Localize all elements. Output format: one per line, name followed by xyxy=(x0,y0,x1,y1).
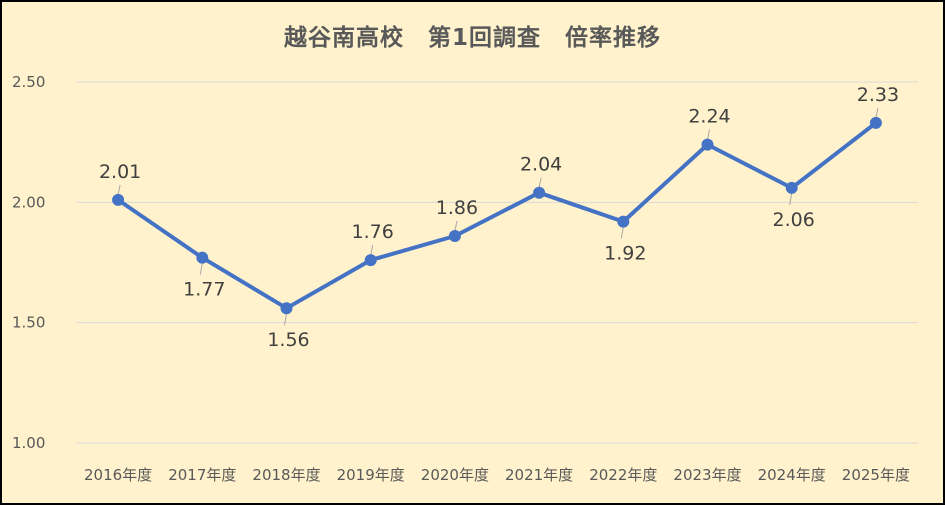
y-tick-label: 1.00 xyxy=(12,434,45,452)
data-point xyxy=(785,181,798,194)
data-label: 2.04 xyxy=(520,154,562,176)
y-tick-label: 2.00 xyxy=(12,193,45,211)
data-label: 1.76 xyxy=(352,221,394,243)
data-point xyxy=(533,186,546,199)
data-point xyxy=(448,230,461,243)
data-label: 2.06 xyxy=(773,209,815,231)
data-label: 1.92 xyxy=(604,243,646,265)
data-label: 2.01 xyxy=(99,161,141,183)
data-label-leader xyxy=(789,192,793,205)
data-point xyxy=(617,215,630,228)
data-label: 2.24 xyxy=(688,106,730,128)
data-point xyxy=(280,302,293,315)
data-point xyxy=(701,138,714,151)
y-tick-label: 2.50 xyxy=(12,73,45,91)
data-label: 1.86 xyxy=(436,197,478,219)
data-label-leader xyxy=(707,129,710,140)
data-point xyxy=(196,251,209,264)
data-label-leader xyxy=(199,262,203,275)
x-tick-label: 2024年度 xyxy=(758,466,826,484)
data-point xyxy=(364,254,377,267)
data-label-leader xyxy=(454,220,458,232)
x-tick-label: 2022年度 xyxy=(589,466,657,484)
data-label: 2.33 xyxy=(857,84,899,106)
x-tick-label: 2017年度 xyxy=(168,466,236,484)
data-label-leader xyxy=(875,107,879,119)
x-tick-label: 2023年度 xyxy=(673,466,741,484)
x-tick-label: 2025年度 xyxy=(842,466,910,484)
data-point xyxy=(112,193,125,206)
series-line xyxy=(116,120,878,311)
data-label: 1.56 xyxy=(267,329,309,351)
data-point xyxy=(869,116,882,129)
data-label-leader xyxy=(284,313,287,326)
x-tick-label: 2019年度 xyxy=(337,466,405,484)
y-tick-label: 1.50 xyxy=(12,314,45,332)
chart-title: 越谷南高校 第1回調査 倍率推移 xyxy=(283,25,661,51)
x-tick-label: 2020年度 xyxy=(421,466,489,484)
data-label-leader xyxy=(117,184,121,196)
x-tick-label: 2016年度 xyxy=(84,466,152,484)
x-tick-label: 2018年度 xyxy=(252,466,320,484)
x-tick-label: 2021年度 xyxy=(505,466,573,484)
data-label-leader xyxy=(620,226,624,239)
data-label-leader xyxy=(538,177,542,188)
data-label-leader xyxy=(370,244,374,256)
data-label: 1.77 xyxy=(183,279,225,301)
